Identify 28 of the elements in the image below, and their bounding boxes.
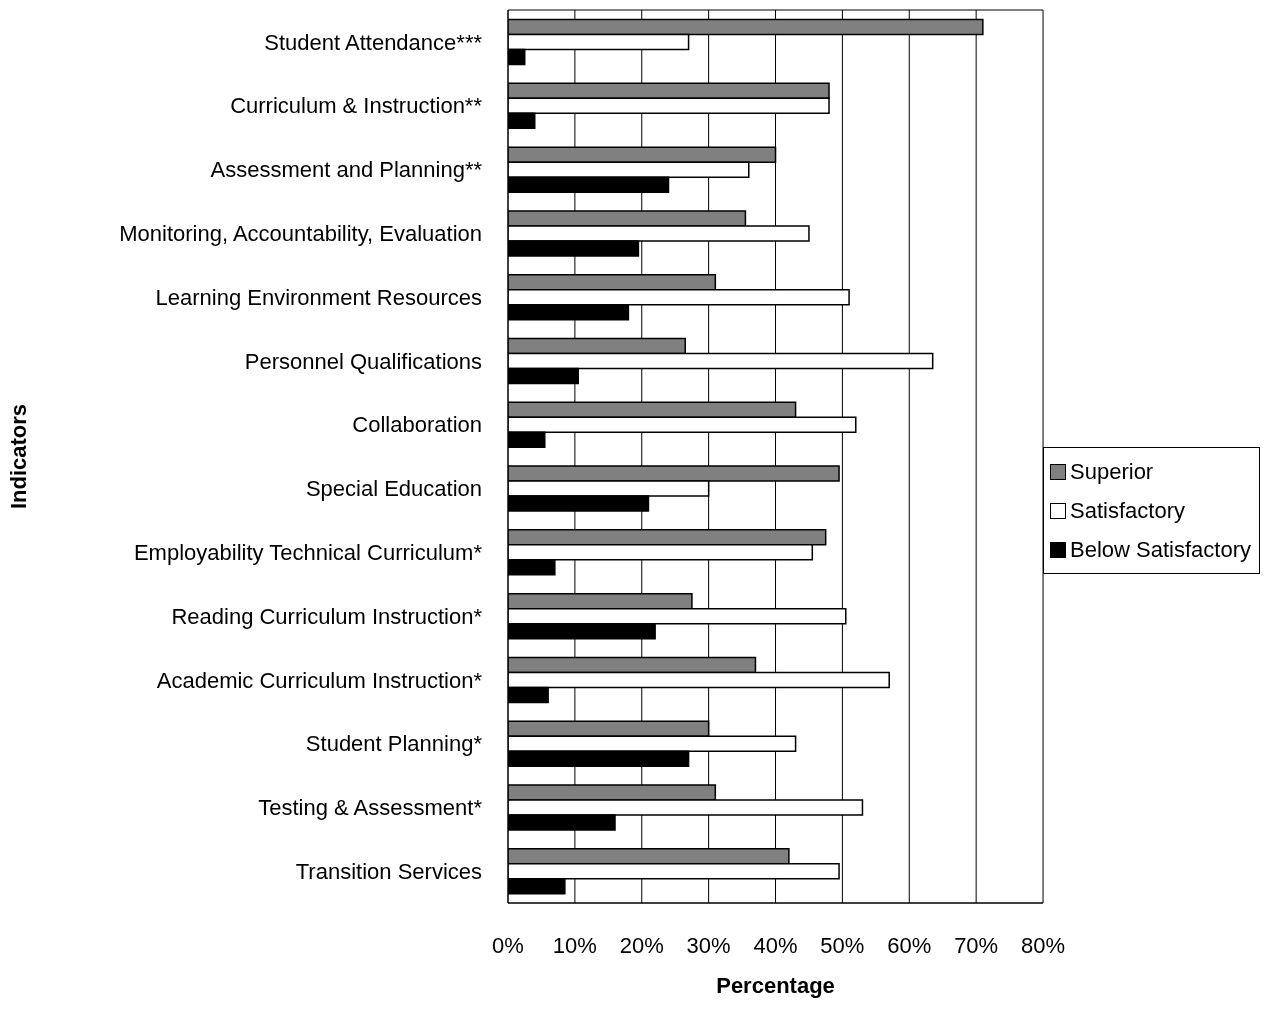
y-axis-title: Indicators <box>5 403 31 510</box>
y-tick-label: Curriculum & Instruction** <box>230 93 483 119</box>
y-tick-label: Collaboration <box>352 412 482 438</box>
y-tick-label: Employability Technical Curriculum* <box>133 539 483 565</box>
legend-label: Below Satisfactory <box>1070 536 1251 563</box>
x-tick-label: 30% <box>686 932 731 958</box>
x-tick-label: 80% <box>1021 932 1066 958</box>
y-tick-label: Testing & Assessment* <box>258 795 483 821</box>
y-tick-label: Monitoring, Accountability, Evaluation <box>119 221 482 247</box>
y-tick-label: Assessment and Planning** <box>210 157 483 183</box>
y-tick-label: Transition Services <box>295 858 482 884</box>
x-tick-label: 60% <box>887 932 932 958</box>
x-tick-label: 70% <box>954 932 999 958</box>
x-tick-label: 20% <box>619 932 664 958</box>
legend-label: Superior <box>1070 458 1154 485</box>
x-tick-label: 50% <box>820 932 865 958</box>
y-tick-label: Personnel Qualifications <box>244 348 482 374</box>
y-tick-label: Student Attendance*** <box>264 29 483 55</box>
x-tick-label: 0% <box>492 932 524 958</box>
x-tick-label: 40% <box>753 932 798 958</box>
y-tick-label: Reading Curriculum Instruction* <box>171 603 483 629</box>
legend-label: Satisfactory <box>1070 497 1185 524</box>
x-tick-label: 10% <box>552 932 597 958</box>
y-tick-label: Student Planning* <box>305 731 483 757</box>
y-tick-label: Special Education <box>305 476 482 502</box>
y-tick-label: Learning Environment Resources <box>155 284 482 310</box>
x-axis-title: Percentage <box>716 973 835 998</box>
y-tick-label: Academic Curriculum Instruction* <box>156 667 483 693</box>
